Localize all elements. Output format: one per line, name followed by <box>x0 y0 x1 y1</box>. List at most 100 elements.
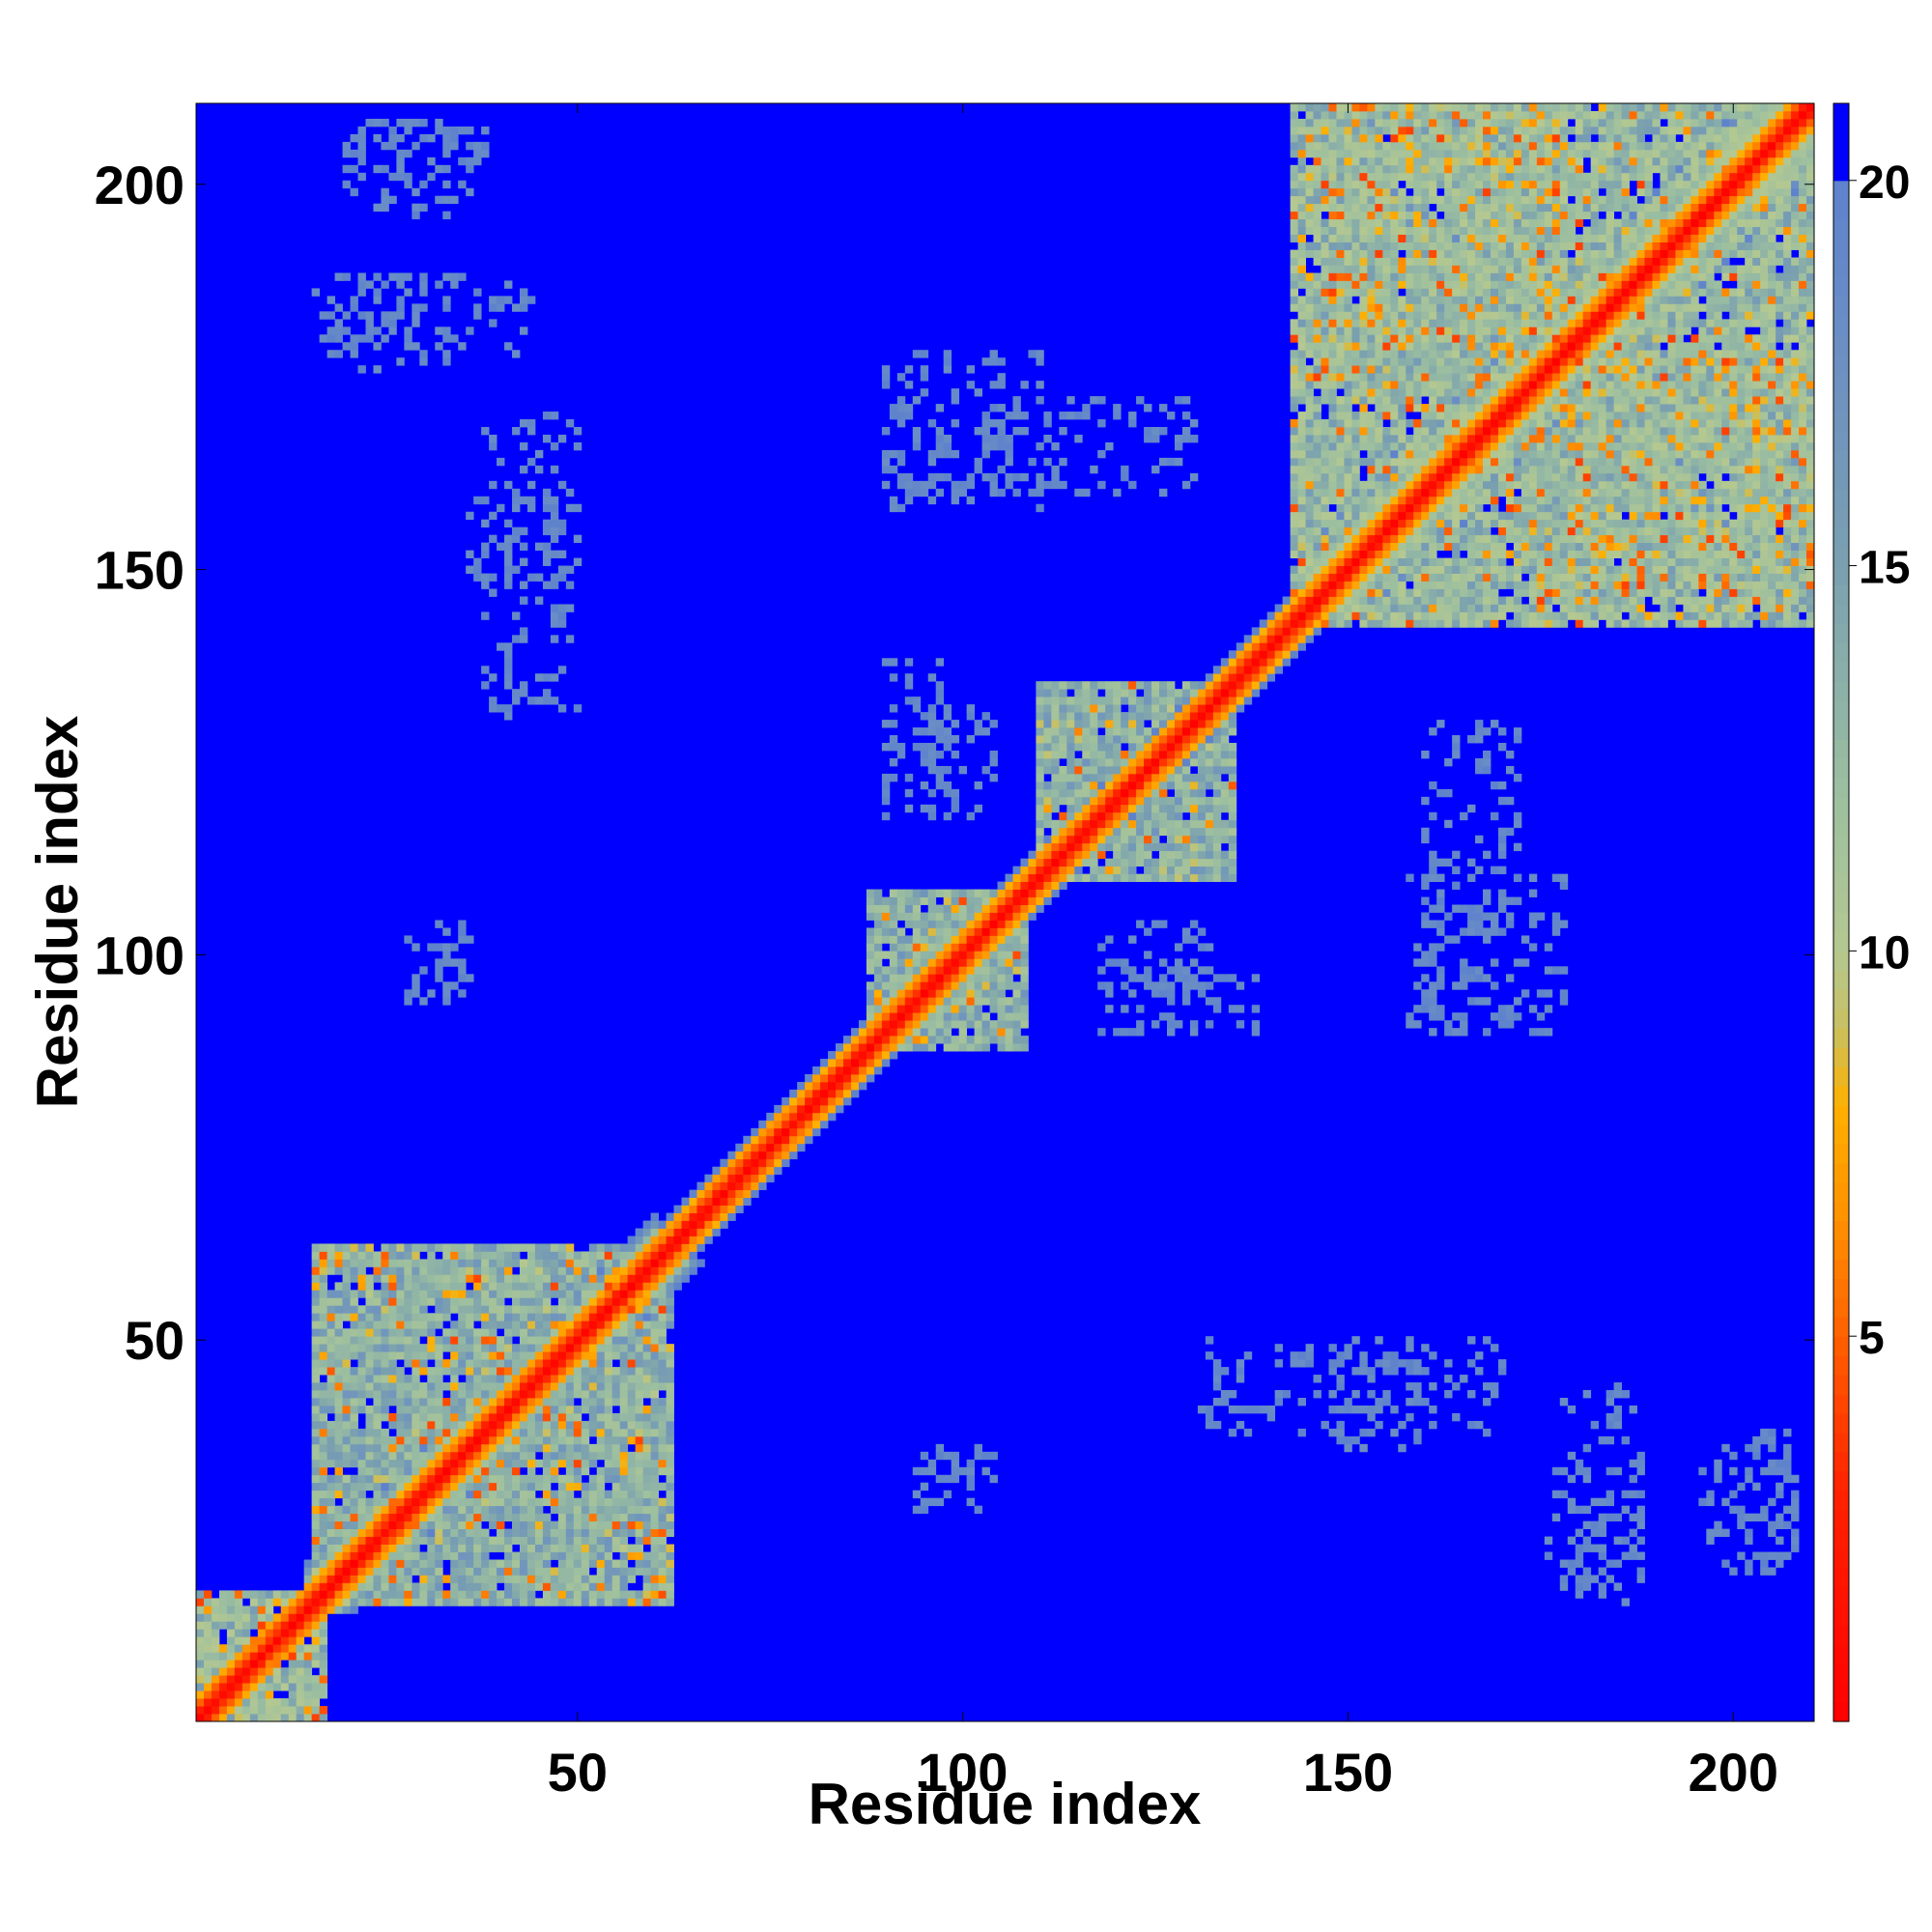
heatmap-cell <box>627 1259 637 1267</box>
heatmap-cell <box>920 943 929 952</box>
heatmap-cell <box>557 1266 567 1275</box>
heatmap-cell <box>611 1482 621 1492</box>
heatmap-cell <box>958 480 968 490</box>
heatmap-cell <box>319 1505 327 1515</box>
heatmap-cell <box>681 1236 690 1244</box>
heatmap-cell <box>1113 488 1122 497</box>
heatmap-cell <box>1159 974 1168 982</box>
heatmap-cell <box>350 1513 358 1522</box>
heatmap-cell <box>557 1544 567 1552</box>
heatmap-cell <box>1313 519 1321 528</box>
heatmap-cell <box>596 1266 606 1275</box>
heatmap-cell <box>342 327 351 335</box>
heatmap-cell <box>427 1482 436 1492</box>
heatmap-cell <box>1313 480 1321 490</box>
heatmap-cell <box>1290 381 1298 389</box>
heatmap-cell <box>526 1313 536 1321</box>
heatmap-cell <box>427 1520 436 1529</box>
heatmap-cell <box>596 1428 606 1437</box>
heatmap-cell <box>1144 743 1152 752</box>
heatmap-cell <box>850 1074 860 1083</box>
heatmap-cell <box>1220 819 1230 829</box>
heatmap-cell <box>1005 912 1013 921</box>
heatmap-cell <box>1012 889 1021 897</box>
heatmap-cell <box>1321 503 1329 513</box>
heatmap-cell <box>565 1344 575 1352</box>
heatmap-cell <box>935 912 945 921</box>
heatmap-cell <box>1228 650 1237 659</box>
heatmap-cell <box>396 272 405 281</box>
heatmap-cell <box>373 1482 382 1492</box>
heatmap-cell <box>396 133 405 143</box>
heatmap-cell <box>534 1497 544 1507</box>
heatmap-cell <box>388 1482 397 1492</box>
heatmap-cell <box>497 1513 505 1522</box>
heatmap-cell <box>611 1420 621 1430</box>
heatmap-cell <box>1297 218 1306 228</box>
heatmap-cell <box>974 465 982 474</box>
heatmap-cell <box>1097 681 1106 690</box>
heatmap-cell <box>497 1443 505 1453</box>
heatmap-cell <box>1105 811 1114 821</box>
heatmap-cell <box>381 1520 389 1529</box>
heatmap-cell <box>1136 858 1145 867</box>
heatmap-cell <box>404 1274 412 1283</box>
heatmap-cell <box>334 1321 343 1329</box>
heatmap-cell <box>1274 604 1284 612</box>
heatmap-cell <box>373 1567 382 1576</box>
heatmap-cell <box>489 1435 497 1445</box>
heatmap-cell <box>404 1598 412 1606</box>
heatmap-cell <box>466 1505 474 1515</box>
heatmap-cell <box>435 1466 443 1476</box>
heatmap-cell <box>627 1567 637 1576</box>
heatmap-cell <box>1313 457 1321 467</box>
heatmap-cell <box>1036 503 1044 513</box>
heatmap-cell <box>611 1466 621 1476</box>
heatmap-cell <box>627 1336 637 1345</box>
heatmap-cell <box>1181 696 1191 705</box>
heatmap-cell <box>904 773 914 782</box>
heatmap-cell <box>481 542 490 552</box>
heatmap-cell <box>435 958 443 967</box>
heatmap-cell <box>542 434 552 443</box>
heatmap-cell <box>396 1466 405 1476</box>
heatmap-cell <box>497 1305 505 1314</box>
heatmap-cell <box>388 1290 397 1298</box>
heatmap-cell <box>1212 788 1222 798</box>
heatmap-cell <box>1121 819 1129 829</box>
heatmap-cell <box>1228 974 1237 982</box>
heatmap-cell <box>650 1528 659 1537</box>
heatmap-cell <box>466 1290 474 1298</box>
heatmap-cell <box>226 1652 236 1661</box>
heatmap-cell <box>404 172 412 182</box>
heatmap-cell <box>1136 712 1145 721</box>
heatmap-cell <box>1189 735 1199 744</box>
heatmap-cell <box>489 1305 497 1314</box>
heatmap-cell <box>1228 1390 1237 1399</box>
heatmap-cell <box>896 1043 906 1052</box>
heatmap-cell <box>412 974 420 982</box>
heatmap-cell <box>404 1559 412 1568</box>
heatmap-cell <box>1251 1020 1261 1029</box>
heatmap-cell <box>881 773 891 782</box>
heatmap-cell <box>989 488 998 497</box>
heatmap-cell <box>442 1398 451 1406</box>
heatmap-cell <box>873 1043 883 1052</box>
heatmap-cell <box>627 1474 637 1484</box>
heatmap-cell <box>1236 696 1245 705</box>
heatmap-cell <box>442 126 451 135</box>
heatmap-cell <box>1012 935 1021 944</box>
heatmap-cell <box>1313 627 1321 636</box>
heatmap-cell <box>196 1644 205 1653</box>
heatmap-cell <box>1251 673 1261 682</box>
heatmap-cell <box>442 1528 451 1537</box>
heatmap-cell <box>242 1621 251 1630</box>
heatmap-cell <box>350 1482 358 1492</box>
heatmap-cell <box>412 1398 420 1406</box>
heatmap-cell <box>396 1351 405 1360</box>
heatmap-cell <box>226 1613 236 1622</box>
heatmap-cell <box>1167 781 1176 790</box>
heatmap-cell <box>611 1536 621 1545</box>
heatmap-cell <box>666 1398 674 1406</box>
heatmap-cell <box>249 1621 259 1630</box>
